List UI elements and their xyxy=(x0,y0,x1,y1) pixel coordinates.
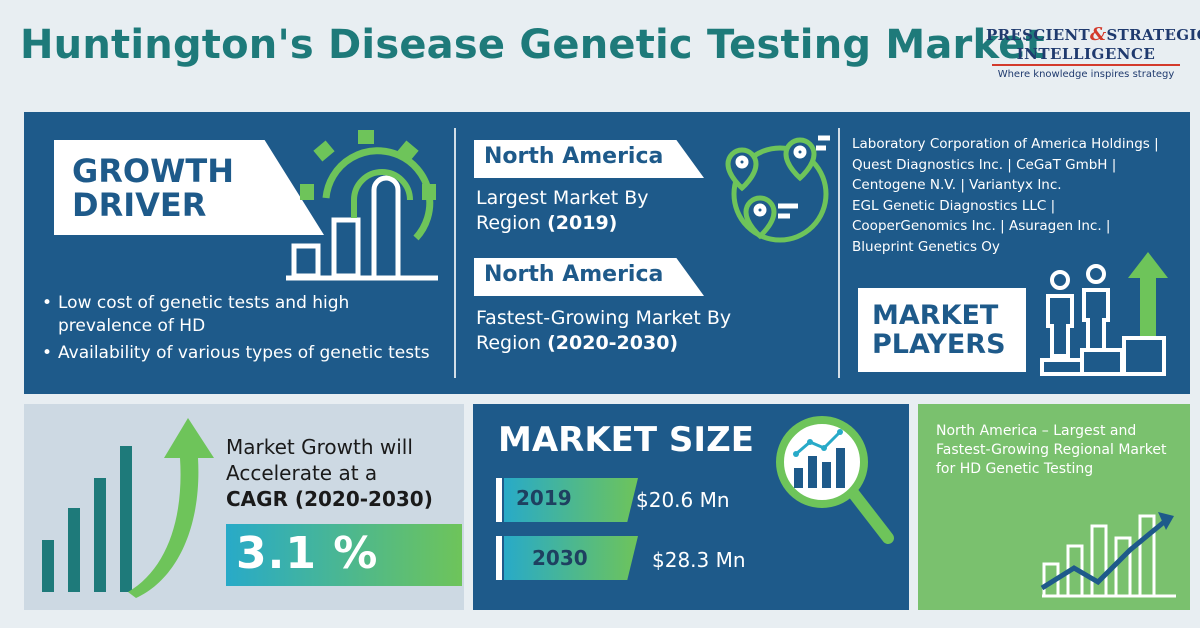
company-logo: PRESCIENT&STRATEGIC INTELLIGENCE Where k… xyxy=(986,24,1200,80)
trend-chart-icon xyxy=(1040,512,1176,598)
region-label-bg xyxy=(474,140,704,178)
player-line: Centogene N.V. | Variantyx Inc. xyxy=(852,177,1062,193)
growth-driver-line-2: DRIVER xyxy=(72,186,207,224)
logo-word-prescient: PRESCIENT xyxy=(986,26,1090,44)
player-line: Blueprint Genetics Oy xyxy=(852,238,1000,255)
region-largest-name: North America xyxy=(484,144,664,169)
growth-arrow-chart-icon xyxy=(42,418,214,598)
regional-note: North America – Largest and Fastest-Grow… xyxy=(936,423,1167,477)
cagr-bar xyxy=(226,524,462,586)
regional-note-panel xyxy=(918,404,1190,610)
value-2019: $20.6 Mn xyxy=(636,488,730,512)
region-largest-text: Largest Market By Region xyxy=(476,187,649,234)
growth-statement: Market Growth will Accelerate at a CAGR … xyxy=(226,434,433,512)
year-bar-stripe xyxy=(496,536,502,580)
growth-line-2: Accelerate at a xyxy=(226,461,378,485)
podium-people-icon xyxy=(1040,252,1168,376)
market-players-line-2: PLAYERS xyxy=(872,329,1006,360)
divider-2 xyxy=(838,128,840,378)
year-bar xyxy=(504,478,638,522)
bullet-item: Low cost of genetic tests and high preva… xyxy=(40,292,400,338)
market-players-list: Laboratory Corporation of America Holdin… xyxy=(852,134,1182,257)
logo-line-2: INTELLIGENCE xyxy=(992,45,1180,66)
cagr-value: 3.1 % xyxy=(236,528,379,579)
divider-1 xyxy=(454,128,456,378)
growth-line-3: CAGR (2020-2030) xyxy=(226,487,433,511)
logo-word-strategic: STRATEGIC xyxy=(1106,26,1200,44)
market-players-label-bg xyxy=(858,288,1026,372)
bullet-item: Availability of various types of genetic… xyxy=(40,342,430,365)
market-players-label: MARKET PLAYERS xyxy=(872,301,1006,359)
growth-line-1: Market Growth will xyxy=(226,435,413,459)
market-size-title: MARKET SIZE xyxy=(498,420,754,460)
region-fastest-name: North America xyxy=(484,262,664,287)
value-2030: $28.3 Mn xyxy=(652,548,746,572)
market-players-line-1: MARKET xyxy=(872,300,999,331)
gear-chart-icon xyxy=(286,130,438,281)
region-fastest-desc: Fastest-Growing Market By Region (2020-2… xyxy=(476,306,746,356)
region-largest-desc: Largest Market By Region (2019) xyxy=(476,186,696,236)
page-title: Huntington's Disease Genetic Testing Mar… xyxy=(20,22,1045,68)
growth-driver-line-1: GROWTH xyxy=(72,152,235,190)
player-line: CooperGenomics Inc. | Asuragen Inc. | xyxy=(852,218,1111,234)
region-fastest-text: Fastest-Growing Market By Region xyxy=(476,307,732,354)
map-pin-icon xyxy=(725,135,830,243)
region-largest-period: (2019) xyxy=(547,212,618,234)
region-label-bg xyxy=(474,258,704,296)
year-2030: 2030 xyxy=(532,546,588,570)
logo-line-1: PRESCIENT&STRATEGIC xyxy=(986,24,1200,45)
player-line: EGL Genetic Diagnostics LLC | xyxy=(852,197,1056,214)
logo-tagline: Where knowledge inspires strategy xyxy=(997,69,1175,80)
player-line: Laboratory Corporation of America Holdin… xyxy=(852,136,1159,152)
year-2019: 2019 xyxy=(516,486,572,510)
player-line: Quest Diagnostics Inc. | CeGaT GmbH | xyxy=(852,156,1117,173)
growth-driver-label: GROWTH DRIVER xyxy=(72,154,234,222)
growth-driver-bullets: Low cost of genetic tests and high preva… xyxy=(40,292,430,365)
region-fastest-period: (2020-2030) xyxy=(547,332,679,354)
year-bar xyxy=(504,536,638,580)
magnifier-chart-icon xyxy=(776,416,894,544)
year-bar-stripe xyxy=(496,478,502,522)
logo-ampersand: & xyxy=(1089,24,1107,45)
